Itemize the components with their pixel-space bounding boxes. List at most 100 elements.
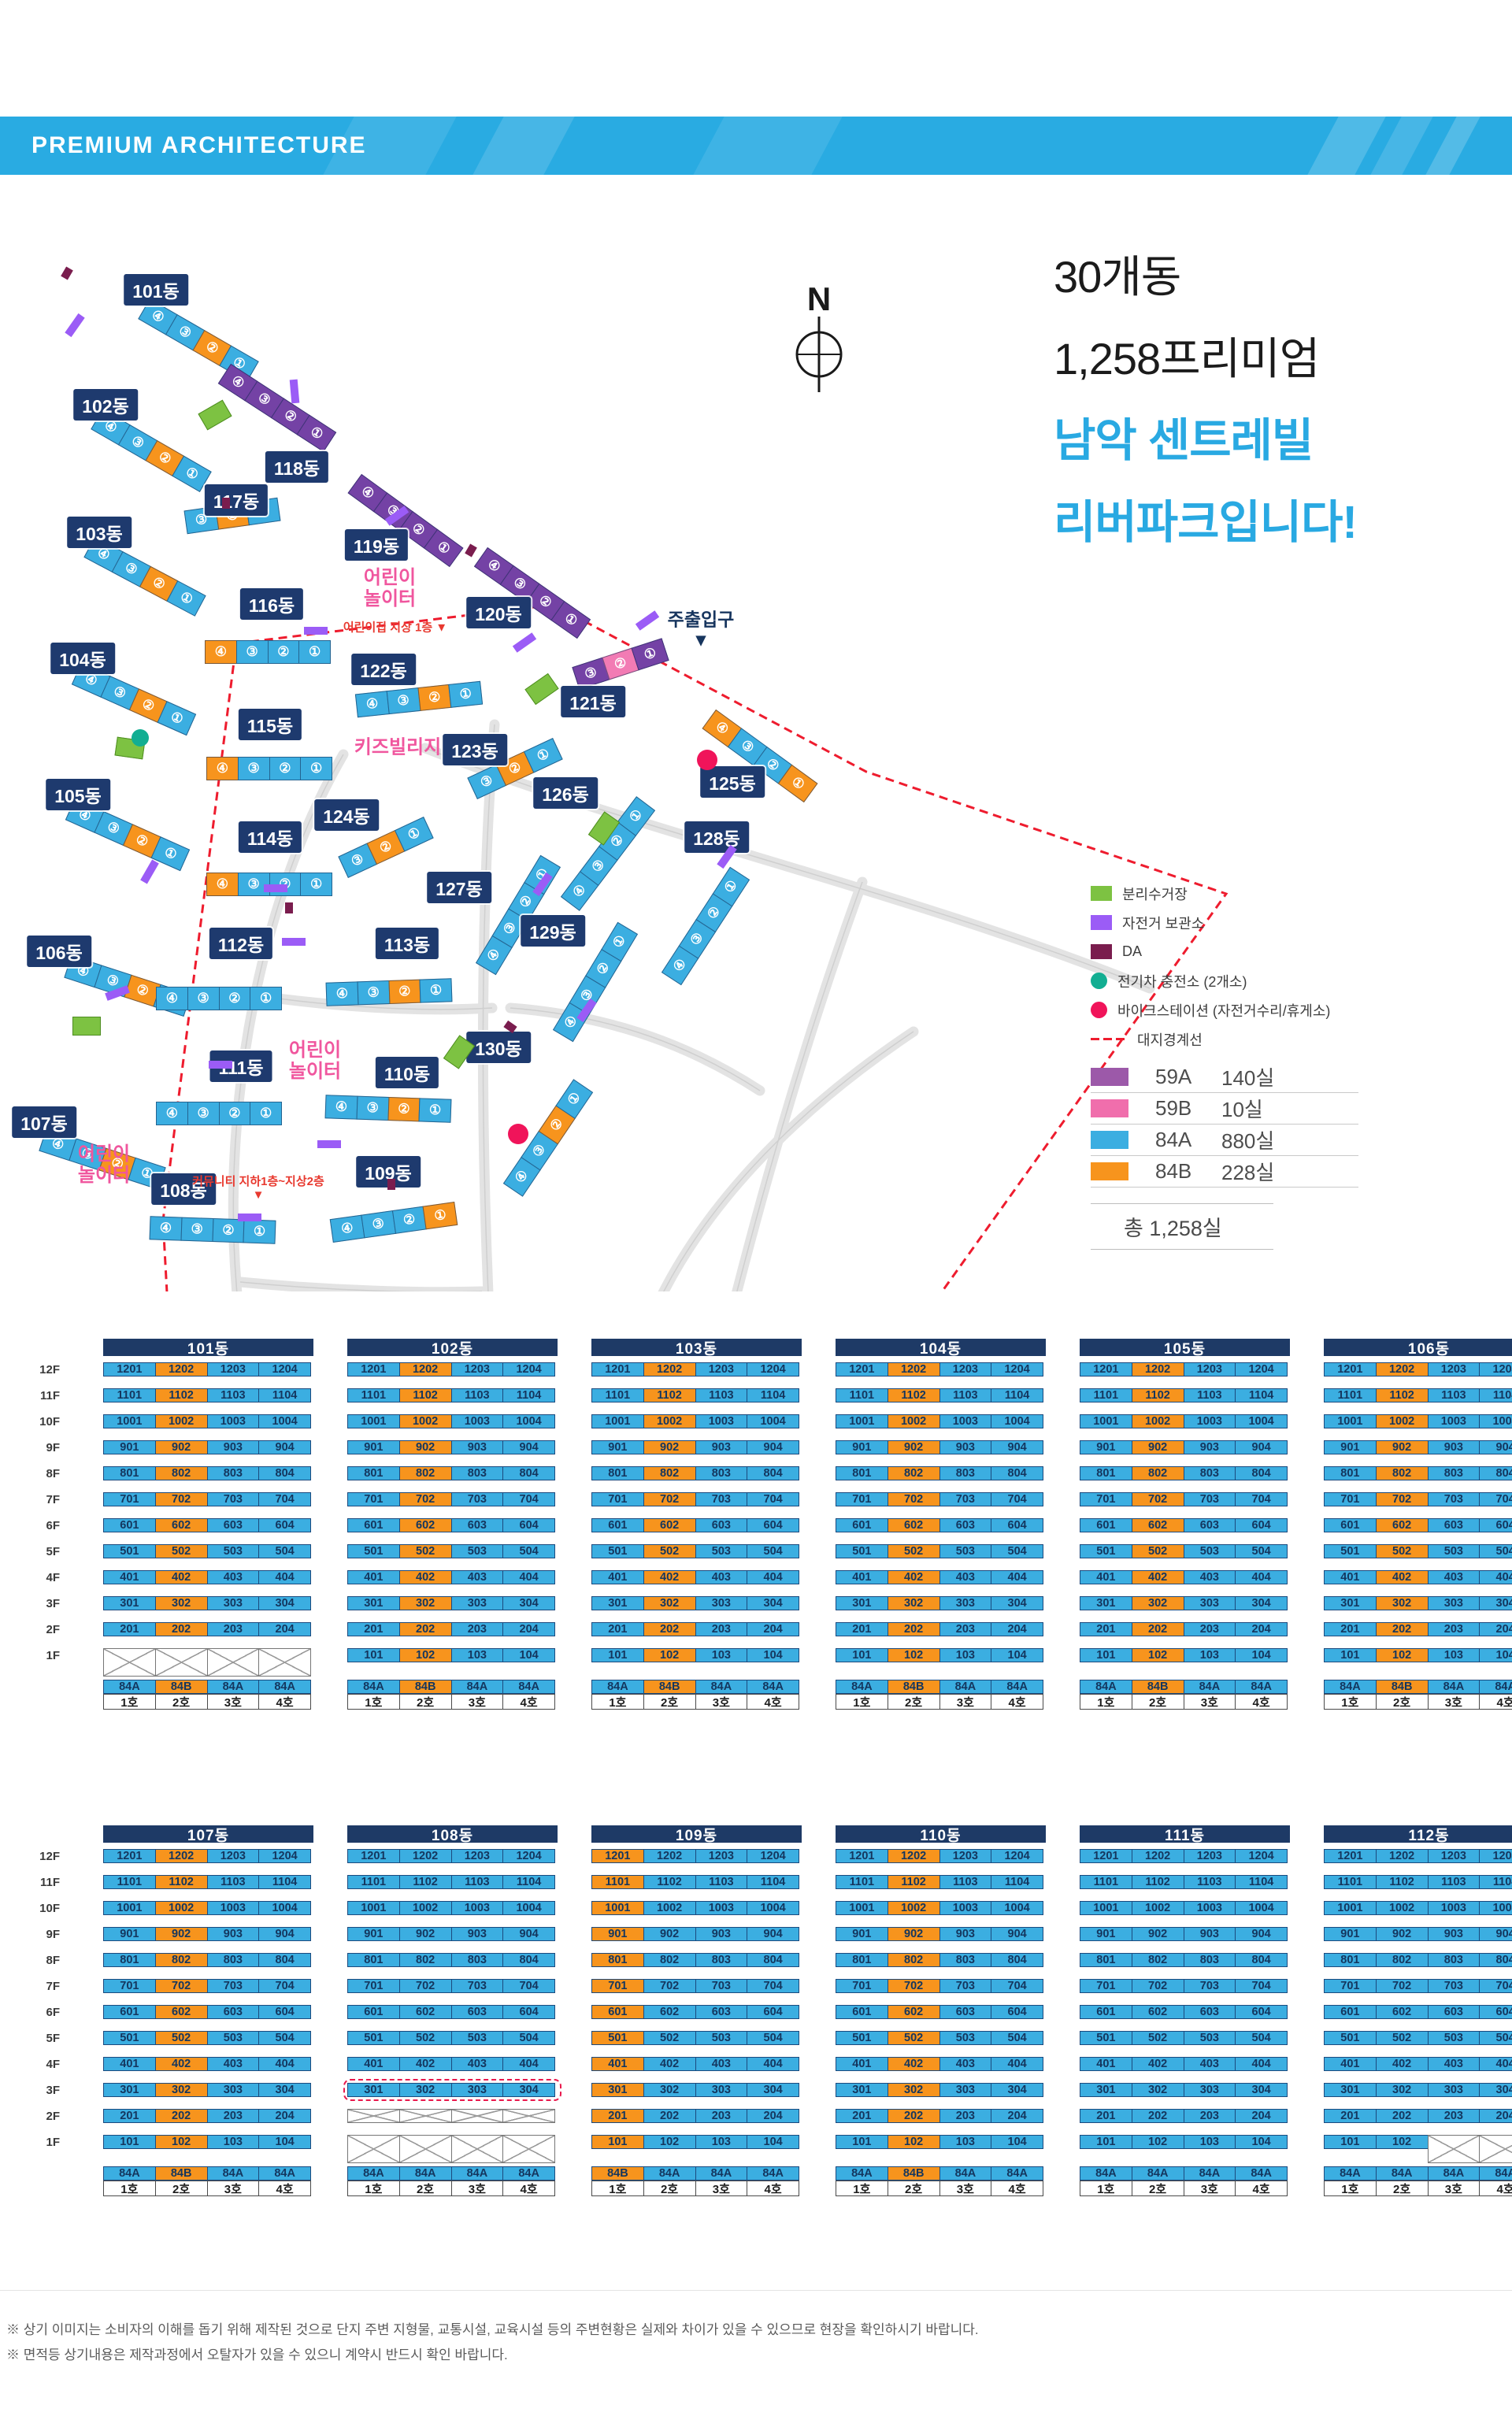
unit-cell: 802 [1375,1953,1429,1967]
unit-cell: 501 [347,1544,400,1558]
type-cell: 84A [695,2166,748,2181]
type-row: 84A 84B 84A 84A [103,1680,313,1694]
unit-cell: 1202 [1131,1362,1184,1377]
unit-cell: 804 [747,1466,799,1480]
table-header: 103동 [591,1339,802,1358]
building-table: 111동 1201 1202 1203 1204 1101 1102 1103 1104 1001… [1080,1825,1290,2196]
crossed-cell [450,2109,504,2123]
ho-row: 1호 2호 3호 4호 [1324,1694,1512,1710]
floor-row: 801 802 803 804 [591,1953,802,1967]
table-header: 112동 [1324,1825,1512,1844]
legend-unit-code: 84A [1155,1128,1192,1151]
unit-cell: 1104 [991,1388,1043,1402]
unit-cell: 902 [1375,1440,1429,1454]
unit-cell: 903 [695,1440,748,1454]
unit-cell: 703 [450,1979,504,1993]
unit-cell: 703 [939,1492,992,1506]
unit-cell: 304 [747,1596,799,1610]
ho-cell: 2호 [1131,1694,1184,1710]
unit-cell: 603 [695,1518,748,1532]
unit-cell: 101 [1080,2135,1132,2149]
unit-cell: 1001 [836,1901,888,1915]
floor-row: 801 802 803 804 [1080,1466,1290,1480]
unit-cell: 602 [398,1518,452,1532]
legend-item: DA [1091,937,1358,966]
unit-cell: 1002 [887,1901,940,1915]
unit-cell: 102 [887,1648,940,1662]
floor-row: 701 702 703 704 [103,1979,313,1993]
unit-cell: 1002 [1131,1901,1184,1915]
ho-row: 1호 2호 3호 4호 [1080,2181,1290,2196]
unit-cell: 803 [939,1953,992,1967]
unit-cell: 1001 [103,1901,156,1915]
type-row: 84A 84B 84A 84A [347,1680,558,1694]
unit-cell: 801 [836,1466,888,1480]
unit-cell: 102 [887,2135,940,2149]
unit-cell: 904 [1235,1927,1288,1941]
unit-cell: 601 [591,1518,644,1532]
unit-cell: 1204 [258,1362,311,1377]
floor-row: 401 402 403 404 [347,1570,558,1584]
unit-cell: 504 [991,1544,1043,1558]
unit-cell: 1001 [591,1414,644,1428]
unit-cell: 204 [991,2109,1043,2123]
unit-cell: 503 [450,2031,504,2045]
unit-cell: 1203 [206,1362,260,1377]
unit-cell: 603 [1183,2005,1236,2019]
unit-cell: 1202 [398,1362,452,1377]
ho-cell: 4호 [258,1694,311,1710]
unit-cell: 1001 [347,1414,400,1428]
unit-cell: 502 [398,2031,452,2045]
unit-cell: 402 [154,1570,208,1584]
unit-block: ① [422,1202,458,1230]
unit-cell: 501 [103,1544,156,1558]
bike-storage-marker [264,884,287,892]
floor-row: 601 602 603 604 [103,1518,313,1532]
unit-block: ④ [205,640,237,664]
floor-label-column: 12F 11F 10F 9F 8F 7F 6F 5F 4F 3F 2F 1F [24,1825,69,2195]
unit-cell: 1204 [991,1849,1043,1863]
unit-cell: 703 [1427,1979,1480,1993]
unit-cell: 903 [206,1440,260,1454]
floor-row: 501 502 503 504 [1324,1544,1512,1558]
unit-cell: 502 [643,1544,696,1558]
map-annotation: 어린이 놀이터 [363,567,417,610]
unit-cell: 402 [1131,1570,1184,1584]
unit-cell: 301 [591,1596,644,1610]
unit-cell: 1203 [1183,1849,1236,1863]
floor-row: 401 402 403 404 [347,2057,558,2071]
unit-cell: 501 [591,1544,644,1558]
type-cell: 84A [450,1680,504,1694]
legend-item: 대지경계선 [1091,1025,1358,1054]
crossed-cell [206,1648,260,1677]
unit-cell: 901 [347,1927,400,1941]
unit-cell: 801 [1324,1466,1377,1480]
entrance-label: 주출입구 ▼ [667,609,735,650]
building-table: 110동 1201 1202 1203 1204 1101 1102 1103 1104 1001… [836,1825,1046,2196]
type-cell: 84A [643,2166,696,2181]
unit-block: ② [387,1096,421,1122]
floor-row: 501 502 503 504 [103,2031,313,2045]
unit-cell: 1204 [1235,1362,1288,1377]
unit-cell: 602 [1375,2005,1429,2019]
legend-unit-count: 10실 [1221,1098,1263,1121]
floor-row: 101 102 [1324,2135,1512,2163]
unit-cell: 102 [1375,2135,1429,2149]
unit-block: ③ [386,687,421,715]
unit-cell: 602 [887,2005,940,2019]
unit-cell: 402 [398,1570,452,1584]
headline-line1: 30개동 [1054,252,1181,302]
building-label: 107동 [12,1106,76,1138]
unit-cell: 402 [398,2057,452,2071]
unit-cell: 1003 [450,1414,504,1428]
unit-cell: 304 [747,2083,799,2097]
unit-cell: 1203 [695,1849,748,1863]
type-cell: 84B [887,1680,940,1694]
unit-cell: 803 [206,1953,260,1967]
unit-cell: 103 [695,1648,748,1662]
building-label: 102동 [73,389,138,421]
unit-cell: 902 [887,1927,940,1941]
unit-cell: 1002 [1375,1901,1429,1915]
type-cell: 84A [450,2166,504,2181]
